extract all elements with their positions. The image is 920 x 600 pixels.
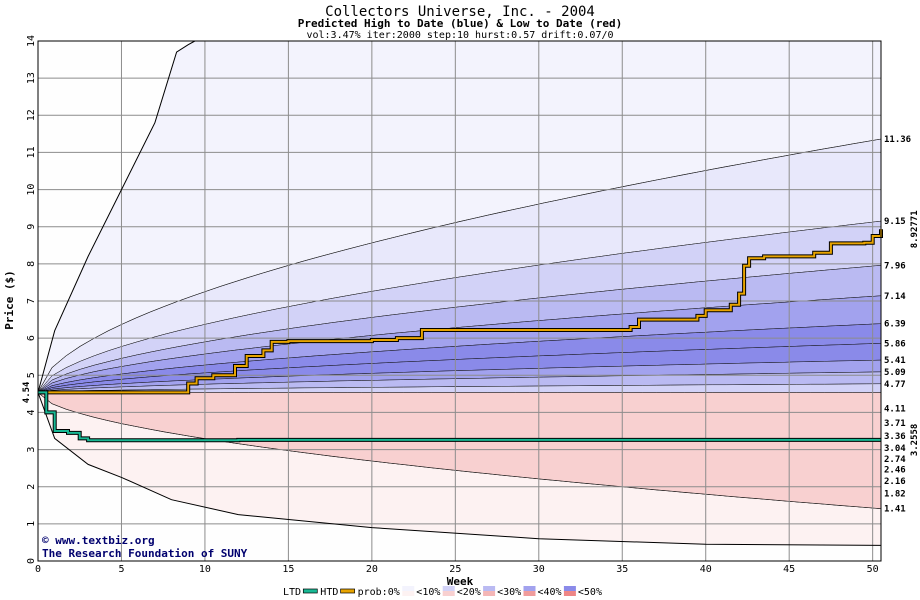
legend-swatch-red [442,591,455,596]
lower-envelope-line [37,392,882,546]
y-tick-label: 5 [26,372,37,378]
legend-swatch-red [523,591,536,596]
htd-line [38,229,882,394]
band-end-label: 2.46 [884,466,906,476]
legend-bin-label: <30% [497,587,521,598]
ltd-line [38,391,881,442]
band-end-label: 5.09 [884,368,906,378]
x-tick-label: 10 [199,564,211,575]
legend-bin-label: <50% [578,587,602,598]
band-end-label: 7.14 [884,292,906,302]
legend-swatch-blue [402,586,415,591]
band-end-label: 3.71 [884,419,906,429]
legend-htd-swatch [340,588,355,594]
htd-end-label: 8.92771 [910,210,920,248]
x-tick-label: 50 [867,564,879,575]
x-tick-label: 45 [783,564,795,575]
series-layer [38,229,883,443]
legend-ltd-swatch [302,588,318,594]
x-axis-label: Week [447,575,474,588]
y-tick-label: 11 [26,146,37,158]
legend-bin-label: <20% [457,587,481,598]
y-tick-label: 7 [26,298,37,304]
y-tick-label: 3 [26,447,37,453]
legend-ltd-label: LTD [283,587,301,598]
band-end-label: 1.41 [884,505,906,515]
y-tick-label: 9 [26,224,37,230]
legend-bin-label: <10% [416,587,440,598]
chart-params: vol:3.47% iter:2000 step:10 hurst:0.57 d… [306,30,613,41]
legend-swatch-red [402,591,415,596]
y-tick-label: 14 [26,35,37,47]
band-end-label: 5.86 [884,339,906,349]
band-end-label: 1.82 [884,489,906,499]
upper-outer-band [38,41,881,393]
y-axis-label: Price ($) [3,270,16,330]
band-end-label: 2.16 [884,477,906,487]
band-layer [37,41,882,546]
credit-site: © www.textbiz.org [42,534,155,547]
y-tick-label: 1 [26,521,37,527]
band-end-labels: 11.36 9.15 7.96 7.14 6.39 5.86 5.41 5.09 4.77 4.1… [884,135,911,515]
plot-frame [37,40,882,562]
x-tick-label: 15 [282,564,294,575]
x-tick-labels: 0 5 10 15 20 25 30 35 40 45 50 [35,564,879,575]
chart-subtitle: Predicted High to Date (blue) & Low to D… [298,17,623,30]
x-tick-label: 35 [616,564,628,575]
band-end-label: 5.41 [884,356,906,366]
legend-swatch-blue [523,586,536,591]
band-end-label: 6.39 [884,320,906,330]
lower-outer-band [38,392,881,546]
y-tick-label: 8 [26,261,37,267]
legend-bin-label: <40% [538,587,562,598]
legend: LTD HTD prob:0% <10% <20% <30% <40% <50% [283,586,602,598]
credit-org: The Research Foundation of SUNY [42,547,248,560]
y-tick-label: 6 [26,335,37,341]
x-tick-label: 30 [533,564,545,575]
upper-envelope-line [37,40,196,393]
chart-title: Collectors Universe, Inc. - 2004 [325,4,595,20]
legend-swatch-blue [442,586,455,591]
legend-htd-label: HTD [320,587,338,598]
band-end-label: 7.96 [884,261,906,271]
x-tick-label: 5 [118,564,124,575]
start-price-label: 4.54 [22,381,32,403]
legend-swatch-blue [483,586,496,591]
x-tick-label: 40 [700,564,712,575]
legend-swatch-red [563,591,576,596]
y-tick-label: 2 [26,484,37,490]
legend-swatch-blue [563,586,576,591]
band-end-label: 3.36 [884,432,906,442]
band-end-label: 3.04 [884,444,906,454]
band-end-label: 4.11 [884,404,906,414]
ltd-end-label: 3.2558 [910,424,920,457]
y-tick-label: 12 [26,109,37,121]
x-tick-label: 0 [35,564,41,575]
y-tick-label: 0 [26,558,37,564]
x-tick-label: 20 [366,564,378,575]
band-end-label: 9.15 [884,217,906,227]
band-end-label: 4.77 [884,380,906,390]
legend-swatch-red [483,591,496,596]
band-end-label: 11.36 [884,135,911,145]
y-tick-label: 13 [26,72,37,84]
x-tick-label: 25 [449,564,461,575]
band-end-label: 2.74 [884,455,906,465]
envelope-layer [37,40,882,546]
legend-prob-label: prob:0% [358,587,400,598]
y-tick-label: 4 [26,409,37,415]
y-tick-label: 10 [26,184,37,196]
